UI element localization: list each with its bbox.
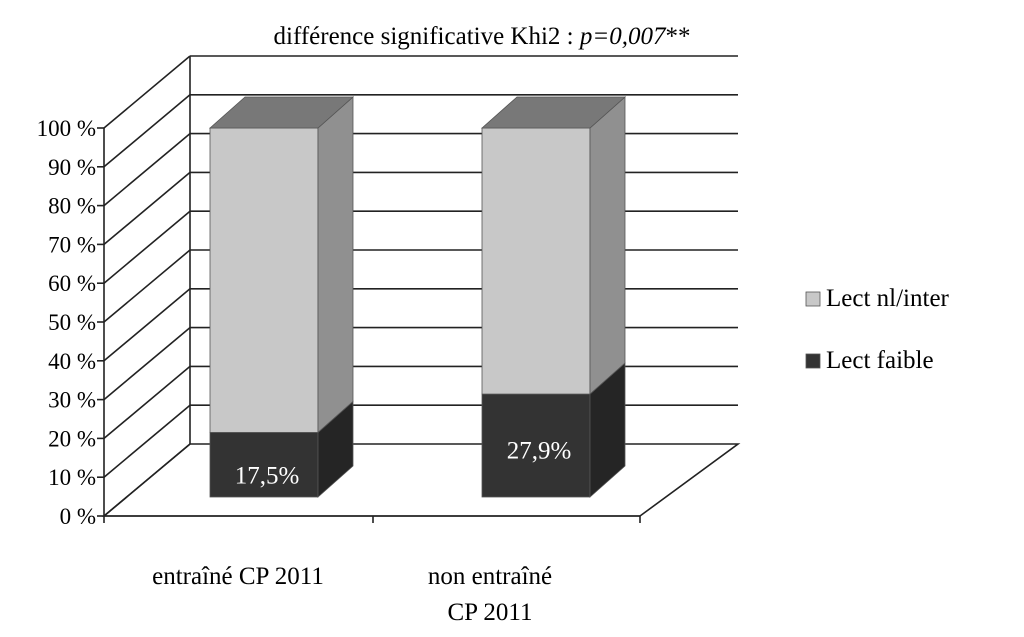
y-tick-label: 100 % xyxy=(37,116,96,141)
legend: Lect nl/inter Lect faible xyxy=(805,285,950,374)
bar-side xyxy=(589,96,626,395)
bar-side xyxy=(317,96,354,434)
gridline-diagonal xyxy=(103,404,191,478)
y-tick-label: 0 % xyxy=(60,504,96,529)
legend-swatch xyxy=(805,353,821,369)
gridline-diagonal xyxy=(103,94,191,168)
floor-plane xyxy=(101,443,741,517)
title-text: différence significative Khi2 : xyxy=(274,23,580,50)
y-tick-label: 90 % xyxy=(48,155,96,180)
y-tick-label: 70 % xyxy=(48,232,96,257)
gridline-diagonal xyxy=(103,210,191,284)
gridline-diagonal xyxy=(103,443,191,517)
bar-segment xyxy=(209,127,319,433)
plot-walls xyxy=(101,56,741,517)
y-tick-label: 10 % xyxy=(48,465,96,490)
x-axis: entraîné CP 2011 non entraîné CP 2011 xyxy=(103,515,641,626)
gridline-diagonal xyxy=(103,249,191,323)
title-p-value: p=0,007 xyxy=(578,23,667,50)
legend-label: Lect faible xyxy=(826,347,934,374)
y-tick-label: 20 % xyxy=(48,426,96,451)
x-tick-label: CP 2011 xyxy=(448,599,533,626)
chart-title: différence significative Khi2 : p=0,007*… xyxy=(274,23,691,50)
bar-top xyxy=(480,96,627,129)
bar-top xyxy=(208,96,355,129)
y-axis: 0 % 10 % 20 % 30 % 40 % 50 % 60 % 70 % 80 % 90 % 1… xyxy=(37,116,105,529)
bar-segment xyxy=(209,432,319,498)
gridline-diagonal xyxy=(103,55,191,129)
gridline-diagonal xyxy=(103,132,191,207)
bar-segment xyxy=(481,127,591,395)
legend-label: Lect nl/inter xyxy=(826,285,950,312)
gridlines xyxy=(103,55,738,517)
y-tick-label: 30 % xyxy=(48,388,96,413)
gridline-diagonal xyxy=(103,365,191,440)
legend-swatch xyxy=(805,291,821,307)
gridline-diagonal xyxy=(103,171,191,246)
gridline-diagonal xyxy=(103,326,191,401)
gridline-diagonal xyxy=(103,288,191,362)
x-tick-label: non entraîné xyxy=(428,563,552,590)
title-significance-marker: ** xyxy=(666,23,691,50)
bar-segment xyxy=(481,393,591,498)
bars: 17,5% 27,9% xyxy=(208,96,627,498)
y-tick-label: 60 % xyxy=(48,271,96,296)
y-tick-label: 50 % xyxy=(48,310,96,335)
x-tick-label: entraîné CP 2011 xyxy=(152,563,324,590)
y-tick-label: 80 % xyxy=(48,194,96,219)
y-tick-label: 40 % xyxy=(48,349,96,374)
data-label: 17,5% xyxy=(235,463,300,490)
data-label: 27,9% xyxy=(507,438,572,465)
